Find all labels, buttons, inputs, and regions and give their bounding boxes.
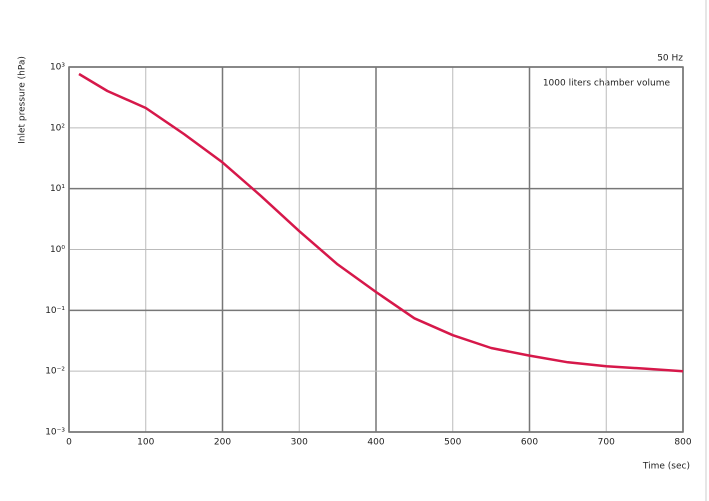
x-tick-label: 800 bbox=[674, 438, 691, 448]
plot-frame bbox=[68, 66, 684, 433]
x-tick-label: 0 bbox=[66, 438, 72, 448]
x-tick-label: 500 bbox=[444, 438, 461, 448]
y-tick-label: 10⁻³ bbox=[45, 428, 65, 438]
y-tick-label: 10¹ bbox=[50, 184, 65, 194]
y-tick-label: 10² bbox=[50, 123, 65, 133]
x-tick-label: 100 bbox=[137, 438, 154, 448]
x-axis-label: Time (sec) bbox=[642, 462, 690, 472]
x-tick-label: 700 bbox=[598, 438, 615, 448]
x-tick-label: 600 bbox=[521, 438, 538, 448]
data-line bbox=[78, 72, 684, 373]
y-tick-label: 10³ bbox=[50, 63, 65, 73]
y-axis-label: Inlet pressure (hPa) bbox=[18, 56, 28, 144]
x-tick-label: 400 bbox=[367, 438, 384, 448]
y-tick-label: 10⁰ bbox=[50, 245, 65, 255]
y-tick-label: 10⁻² bbox=[45, 367, 65, 377]
x-tick-label: 200 bbox=[214, 438, 231, 448]
annotation: 50 Hz bbox=[657, 54, 683, 64]
y-tick-label: 10⁻¹ bbox=[45, 306, 65, 316]
x-tick-label: 300 bbox=[291, 438, 308, 448]
